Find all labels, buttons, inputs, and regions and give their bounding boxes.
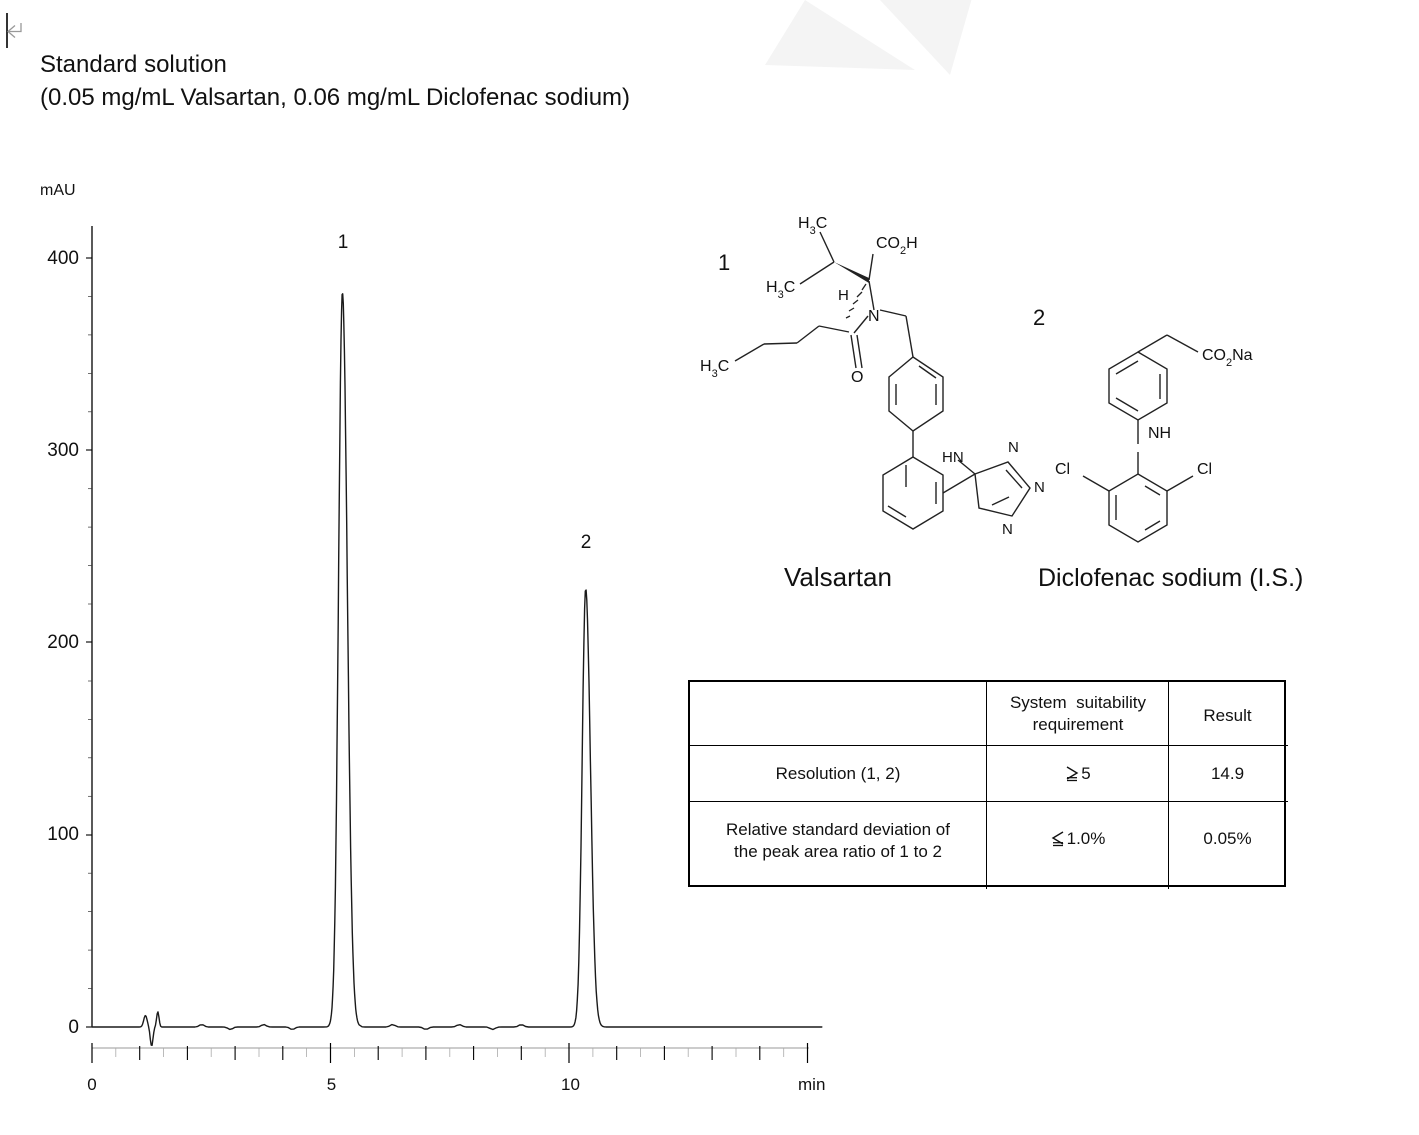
svg-text:Cl: Cl (1197, 461, 1212, 478)
svg-text:N: N (1002, 521, 1013, 538)
svg-text:CO2Na: CO2Na (1202, 347, 1253, 369)
svg-text:O: O (851, 369, 863, 386)
svg-text:CO2H: CO2H (876, 235, 918, 257)
svg-text:Valsartan: Valsartan (784, 562, 892, 592)
svg-text:N: N (1008, 439, 1019, 456)
svg-text:H: H (838, 287, 849, 304)
svg-text:2: 2 (1033, 305, 1045, 330)
svg-text:Diclofenac sodium (I.S.): Diclofenac sodium (I.S.) (1038, 564, 1303, 592)
svg-text:NH: NH (1148, 425, 1171, 442)
svg-text:N: N (868, 308, 880, 325)
svg-text:H3C: H3C (798, 215, 827, 237)
svg-text:HN: HN (942, 449, 964, 466)
svg-text:Cl: Cl (1055, 461, 1070, 478)
svg-text:1: 1 (718, 250, 730, 275)
svg-text:N: N (1034, 479, 1045, 496)
svg-text:H3C: H3C (700, 358, 729, 380)
svg-text:H3C: H3C (766, 279, 795, 301)
